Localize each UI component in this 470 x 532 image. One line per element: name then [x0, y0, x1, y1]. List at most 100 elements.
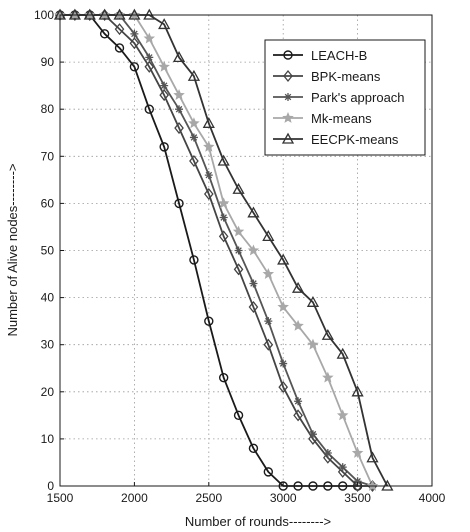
data-point [366, 451, 379, 463]
data-point [204, 171, 213, 180]
legend-marker [281, 132, 295, 144]
data-point [173, 89, 185, 100]
data-point [174, 198, 184, 209]
data-point [189, 154, 199, 168]
y-tick-label: 80 [41, 102, 55, 116]
data-point [232, 225, 245, 237]
data-point [130, 29, 139, 38]
data-point [278, 381, 289, 394]
data-point [114, 43, 125, 53]
data-point [175, 105, 184, 114]
axis-ticks: 1500 2000 2500 3000 3500 4000 0 10 20 30 40 50 60 70 8… [34, 8, 446, 505]
y-tick-label: 10 [41, 432, 55, 446]
data-point [99, 29, 110, 39]
legend-label: Mk-means [311, 111, 372, 126]
data-point [158, 18, 171, 30]
data-point [247, 206, 260, 218]
y-tick-label: 70 [41, 149, 55, 163]
y-tick-label: 20 [41, 385, 55, 399]
data-point [188, 117, 200, 129]
data-point [203, 187, 214, 201]
data-point [233, 410, 244, 421]
data-point [202, 116, 215, 128]
data-point [189, 255, 199, 265]
x-axis-label: Number of rounds--------> [185, 514, 331, 529]
data-point [352, 479, 363, 493]
legend-marker [284, 93, 292, 101]
data-point [353, 477, 362, 486]
data-point [114, 23, 125, 36]
data-point [262, 230, 275, 242]
legend-label: EECPK-means [311, 132, 399, 147]
data-point [292, 319, 304, 331]
y-tick-label: 100 [34, 8, 54, 22]
data-point [143, 32, 156, 44]
data-point [159, 89, 169, 102]
data-point [291, 281, 305, 293]
grid-lines [60, 15, 432, 486]
x-tick-label: 3500 [344, 491, 371, 505]
x-tick-label: 2500 [195, 491, 222, 505]
data-point [160, 81, 169, 90]
legend-label: LEACH-B [311, 48, 367, 63]
legend-marker [283, 69, 293, 83]
data-point [232, 182, 245, 194]
data-point [351, 446, 364, 458]
data-point [277, 300, 289, 312]
data-point [323, 449, 332, 458]
y-axis-label: Number of Alive nodes--------> [5, 163, 20, 336]
data-point [337, 465, 348, 478]
legend-marker [282, 111, 294, 123]
data-point [187, 69, 201, 81]
y-tick-label: 60 [41, 196, 55, 210]
data-point [323, 451, 333, 464]
data-point [308, 430, 317, 439]
data-point [351, 385, 364, 397]
data-point [145, 53, 154, 62]
data-point [189, 133, 198, 142]
legend: LEACH-B BPK-means Park's approach Mk-means E… [264, 39, 426, 156]
data-point [158, 60, 170, 72]
data-point [249, 279, 258, 288]
data-point [144, 104, 154, 114]
data-point [129, 62, 140, 72]
series-line-1 [60, 14, 373, 487]
legend-marker [283, 50, 293, 60]
x-tick-label: 2000 [121, 491, 148, 505]
data-point [234, 246, 243, 255]
y-tick-label: 40 [41, 291, 55, 305]
data-point [336, 409, 349, 421]
data-point [204, 316, 214, 326]
data-point [218, 372, 229, 383]
data-point [263, 467, 274, 477]
data-point [217, 154, 230, 166]
data-point [336, 347, 349, 359]
x-tick-label: 3000 [270, 491, 297, 505]
data-point [248, 300, 259, 314]
data-point [308, 432, 318, 445]
data-point [248, 443, 259, 454]
data-point [264, 317, 273, 326]
data-point [263, 338, 274, 351]
data-point [217, 197, 230, 209]
data-point [219, 213, 228, 222]
data-point [174, 121, 184, 135]
data-point [233, 263, 244, 276]
data-point [144, 60, 155, 73]
data-point [129, 37, 140, 50]
data-point [277, 253, 290, 265]
y-tick-label: 30 [41, 338, 55, 352]
legend-label: Park's approach [311, 90, 405, 105]
data-point [247, 244, 260, 256]
data-point [262, 268, 275, 279]
legend-label: BPK-means [311, 69, 381, 84]
data-point [279, 359, 288, 368]
data-point [307, 338, 319, 350]
data-point [159, 142, 169, 152]
data-point [172, 51, 186, 63]
y-tick-label: 50 [41, 244, 55, 258]
data-point [203, 140, 215, 152]
data-point [293, 409, 303, 422]
data-point [338, 463, 347, 472]
